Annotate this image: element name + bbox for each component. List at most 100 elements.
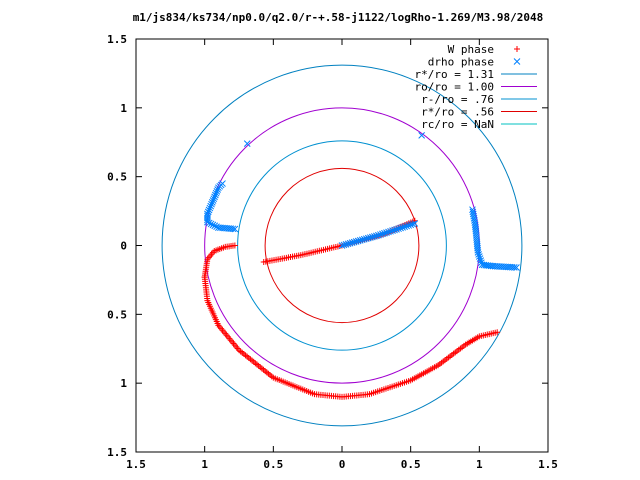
x-tick-label: 1 — [201, 458, 208, 471]
drho-phase-point — [377, 231, 384, 238]
drho-phase-point — [401, 223, 409, 231]
drho-phase-point — [368, 233, 376, 241]
drho-phase-point — [418, 132, 426, 139]
drho-phase-point — [350, 238, 358, 246]
drho-phase-point — [474, 246, 482, 254]
drho-phase-point — [391, 226, 398, 234]
drho-phase-point — [204, 208, 212, 216]
drho-phase-point — [205, 219, 213, 227]
legend-label: rc/ro = NaN — [421, 118, 494, 131]
drho-phase-point — [405, 222, 413, 229]
drho-phase-point — [411, 220, 419, 227]
drho-phase-point — [407, 221, 415, 229]
legend-label: W phase — [448, 43, 494, 56]
y-tick-label: 1 — [120, 377, 127, 390]
drho-phase-point — [387, 227, 394, 235]
legend-label: r*/ro = 1.31 — [415, 68, 494, 81]
drho-phase-point — [381, 229, 388, 237]
y-tick-label: 1.5 — [107, 446, 127, 459]
drho-phase-point — [204, 212, 211, 220]
drho-phase-point — [214, 186, 221, 193]
drho-phase-point — [409, 220, 417, 228]
drho-phase-point — [389, 227, 396, 234]
drho-phase-point — [379, 230, 386, 238]
legend-label: r*/ro = .56 — [421, 106, 494, 119]
drho-phase-point — [474, 249, 482, 256]
drho-phase-point — [338, 242, 346, 249]
drho-phase-point — [395, 225, 402, 233]
drho-phase-point — [206, 204, 214, 212]
drho-phase-point — [513, 264, 520, 271]
x-tick-label: 0.5 — [263, 458, 283, 471]
drho-phase-point — [217, 224, 224, 232]
drho-phase-point — [346, 239, 354, 247]
chart-title: m1/js834/ks734/np0.0/q2.0/r-+.58-j1122/l… — [133, 11, 544, 24]
drho-phase-point — [352, 238, 360, 245]
drho-phase-point — [213, 187, 221, 195]
drho-phase-point — [344, 240, 352, 248]
drho-phase-point — [219, 180, 226, 187]
drho-phase-point — [348, 239, 356, 247]
x-tick-label: 1.5 — [126, 458, 146, 471]
drho-phase-point — [358, 236, 366, 244]
drho-phase-point — [370, 233, 378, 240]
y-tick-label: 1 — [120, 102, 127, 115]
drho-phase-point — [208, 200, 215, 208]
drho-phase-point — [397, 224, 404, 232]
drho-phase-point — [342, 241, 350, 248]
x-tick-label: 0.5 — [401, 458, 421, 471]
drho-phase-point — [205, 206, 213, 214]
drho-phase-point — [475, 251, 483, 258]
drho-phase-point — [207, 202, 215, 210]
drho-phase-point — [213, 223, 220, 231]
drho-phase-point — [212, 189, 220, 197]
drho-phase-point — [510, 264, 518, 271]
drho-phase-point — [372, 232, 380, 240]
drho-phase-point — [399, 224, 406, 231]
drho-phase-point — [210, 195, 218, 203]
drho-phase-point — [364, 234, 372, 242]
drho-phase-point — [362, 235, 370, 243]
legend-label: r-/ro = .76 — [421, 93, 494, 106]
drho-phase-point — [403, 222, 411, 230]
drho-phase-point — [243, 140, 251, 147]
w-phase-point — [494, 329, 501, 336]
drho-phase-point — [393, 225, 400, 233]
x-tick-label: 1 — [476, 458, 483, 471]
drho-phase-point — [383, 229, 390, 236]
drho-phase-point — [360, 235, 368, 243]
y-tick-label: 0 — [120, 240, 127, 253]
x-tick-label: 1.5 — [538, 458, 558, 471]
w-phase-point — [231, 242, 238, 249]
drho-phase-point — [209, 221, 217, 229]
y-tick-label: 1.5 — [107, 33, 127, 46]
legend-swatch — [514, 46, 520, 52]
circle-line — [264, 167, 420, 324]
drho-phase-point — [366, 234, 374, 241]
drho-phase-point — [209, 197, 217, 204]
drho-phase-point — [340, 241, 348, 249]
legend-swatch — [513, 58, 521, 65]
legend-label: drho phase — [428, 56, 494, 69]
drho-phase-point — [354, 237, 362, 245]
drho-phase-point — [211, 191, 219, 199]
drho-phase-point — [475, 253, 483, 260]
drho-phase-point — [208, 199, 216, 206]
drho-phase-point — [211, 222, 219, 230]
axis-ticks: 1.5 1 0.5 0 0.5 1 1.51.510.500.511.5 — [107, 33, 558, 471]
drho-phase-point — [211, 193, 218, 201]
drho-phase-point — [204, 210, 211, 218]
legend-label: ro/ro = 1.00 — [415, 81, 494, 94]
circle-line — [161, 64, 523, 427]
drho-phase-point — [356, 237, 364, 244]
data-points — [201, 132, 520, 400]
drho-phase-point — [215, 224, 222, 231]
drho-phase-point — [476, 255, 484, 262]
y-tick-label: 0.5 — [107, 171, 127, 184]
y-tick-label: 0.5 — [107, 308, 127, 321]
drho-phase-point — [385, 228, 392, 236]
x-tick-label: 0 — [339, 458, 346, 471]
drho-phase-point — [375, 231, 382, 239]
